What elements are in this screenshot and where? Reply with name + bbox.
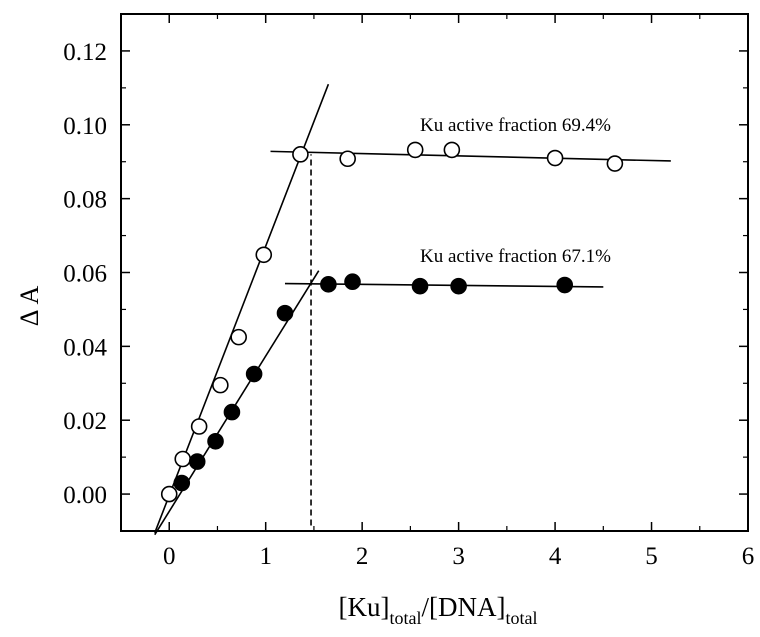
x-tick-label: 1 (259, 543, 272, 570)
data-point-filled (556, 276, 574, 294)
fit-line (270, 150, 671, 162)
data-point-filled (276, 304, 294, 322)
data-point-filled (245, 365, 263, 383)
x-axis-label-subscript: total (505, 608, 537, 628)
y-tick-label: 0.08 (63, 187, 107, 214)
data-point-filled (320, 276, 337, 293)
y-tick-label: 0.10 (63, 113, 107, 140)
points-layer (160, 141, 624, 503)
x-axis-label-part: /[DNA] (422, 592, 506, 622)
data-point-filled (411, 277, 429, 295)
x-tick-label: 0 (163, 543, 176, 570)
data-point-open (292, 146, 309, 163)
y-tick-label: 0.12 (63, 39, 107, 66)
x-axis-label-subscript: total (390, 608, 422, 628)
x-tick-label: 6 (742, 543, 755, 570)
data-point-open (212, 376, 229, 394)
y-axis-label: Δ A (15, 285, 44, 326)
data-point-open (230, 328, 247, 346)
data-point-filled (223, 403, 241, 421)
data-point-filled (173, 474, 191, 492)
data-point-open (546, 149, 564, 167)
x-tick-label: 2 (356, 543, 369, 570)
fit-line (154, 270, 320, 536)
series-annotation: Ku active fraction 69.4% (420, 115, 611, 136)
data-point-open (406, 141, 424, 159)
fit-line (284, 282, 604, 288)
y-tick-label: 0.04 (63, 334, 107, 361)
x-axis-label: [Ku]total/[DNA]total (339, 592, 538, 628)
x-axis-label-part: [Ku] (339, 592, 390, 622)
data-point-open (160, 485, 178, 503)
data-point-open (255, 246, 273, 264)
data-point-filled (188, 453, 206, 470)
x-tick-label: 5 (645, 543, 658, 570)
y-tick-label: 0.06 (63, 261, 107, 288)
annotations-layer: Ku active fraction 69.4% Ku active fracti… (420, 115, 611, 267)
plot-frame (120, 13, 749, 532)
y-tick-label: 0.02 (63, 408, 107, 435)
data-point-open (339, 150, 356, 168)
data-point-open (443, 141, 461, 159)
data-point-filled (344, 273, 361, 291)
data-point-open (606, 155, 624, 172)
data-point-filled (207, 432, 224, 450)
data-point-filled (450, 277, 467, 295)
y-tick-label: 0.00 (63, 482, 107, 509)
data-point-open (190, 418, 208, 435)
series-annotation: Ku active fraction 67.1% (420, 246, 611, 267)
data-point-open (174, 450, 192, 468)
ticks-layer: 0 1 2 3 4 5 6 0.00 0.02 0.04 0.06 0.08 0.10 0.12 (63, 14, 754, 570)
x-tick-label: 3 (452, 543, 465, 570)
x-tick-label: 4 (549, 543, 562, 570)
